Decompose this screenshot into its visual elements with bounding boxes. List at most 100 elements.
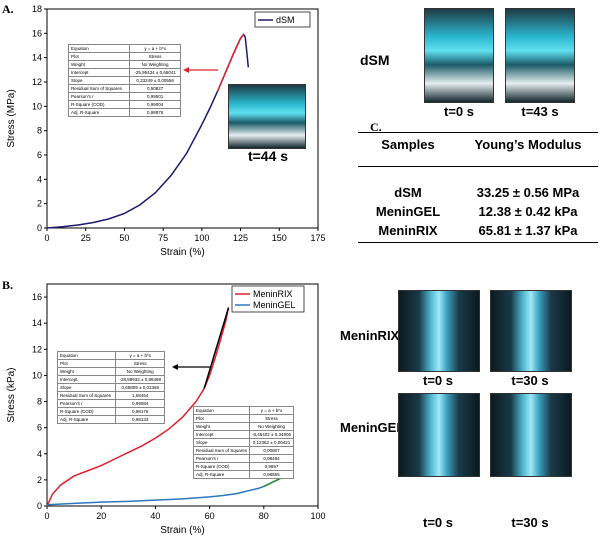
x-tick-label: 0: [44, 511, 49, 521]
fit-cell: y = a + b*x: [115, 351, 165, 360]
fit-cell: No Weighting: [115, 367, 165, 376]
fit-cell: Plot: [67, 52, 131, 61]
cell-modulus: 65.81 ± 1.37 kPa: [478, 223, 578, 238]
y-tick-label: 8: [37, 126, 42, 136]
fit-cell: y = a + b*x: [249, 406, 295, 415]
x-tick-label: 25: [81, 233, 91, 243]
fit-cell: Pearson's r: [192, 454, 251, 463]
panel-label-b: B.: [2, 278, 14, 292]
arrow-head: [183, 67, 189, 73]
y-tick-label: 16: [32, 292, 42, 302]
panel-label-a: A.: [2, 2, 14, 16]
fit-cell: Weight: [67, 60, 131, 69]
chart-b: 0 20 40 60 80 100 0 2 4 6 8 10 12 14 16 Strain (%) Stres…: [6, 283, 326, 536]
fit-cell: 0,98976: [129, 108, 181, 117]
y-tick-label: 14: [32, 318, 42, 328]
fit-cell: Weight: [56, 367, 117, 376]
y-tick-label: 4: [37, 449, 42, 459]
header-samples: Samples: [381, 137, 435, 152]
fit-line: [216, 34, 245, 93]
x-tick-label: 60: [205, 511, 215, 521]
label-meninrix: MeninRIX: [340, 328, 400, 343]
fit-line-meninrix: [203, 307, 230, 389]
fit-cell: Stress: [249, 414, 295, 423]
fit-row: Equation y = a + b*x: [67, 44, 181, 53]
fit-row: Intercept -28,88932 ± 0,86468: [56, 375, 165, 384]
x-axis-label: Strain (%): [160, 247, 204, 258]
y-tick-label: 4: [37, 174, 42, 184]
x-tick-label: 20: [96, 511, 106, 521]
fit-cell: No Weighting: [249, 422, 295, 431]
fit-row: Pearson's r 0,99501: [67, 92, 181, 101]
fit-row: Adj. R-Square 0,98855: [192, 470, 295, 479]
caption-inset-time: t=44 s: [247, 148, 289, 164]
fit-row: Pearson's r 0,99084: [56, 399, 165, 408]
modulus-table: Samples Young’s Modulus dSM 33.25 ± 0.56 …: [358, 132, 598, 243]
y-tick-label: 2: [37, 475, 42, 485]
fit-cell: 0,50827: [129, 84, 181, 93]
fit-cell: Adj. R-Square: [67, 108, 131, 117]
x-tick-label: 100: [310, 511, 325, 521]
photo-meninrix-t30: [490, 290, 572, 372]
plot-frame: [46, 283, 319, 507]
y-tick-label: 0: [37, 223, 42, 233]
fit-cell: 0,9897: [249, 462, 295, 471]
fit-cell: 0,98855: [249, 470, 295, 479]
fit-row: R-Square (COD) 0,98176: [56, 407, 165, 416]
photo-meninrix-t0: [398, 290, 480, 372]
fit-row: Residual Sum of Squares 0,00807: [192, 446, 295, 455]
y-tick-label: 6: [37, 423, 42, 433]
x-tick-label: 150: [272, 233, 287, 243]
fit-row: Residual Sum of Squares 1,68464: [56, 391, 165, 400]
photo-meningel-t0: [398, 393, 480, 477]
plot-frame: [46, 8, 319, 229]
y-axis-label: Stress (kPa): [6, 367, 17, 422]
fit-cell: Slope: [56, 383, 117, 392]
table-row: dSM 33.25 ± 0.56 MPa: [358, 185, 598, 204]
fit-cell: 1,68464: [115, 391, 165, 400]
fit-row: Plot Stress: [56, 359, 165, 368]
fit-row: Weight No Weighting: [192, 422, 295, 431]
x-tick-label: 40: [150, 511, 160, 521]
chart-a: 0 25 50 75 100 125 150 175 0 2 4 6 8 10 12 14 16 18 Strain…: [6, 4, 326, 258]
fit-row: Intercept -25,95434 ± 0,66041: [67, 68, 181, 77]
fit-row: Slope 0,33249 ± 0,00556: [67, 76, 181, 85]
cell-modulus: 33.25 ± 0.56 MPa: [476, 185, 580, 200]
caption-rix-t30: t=30 s: [511, 373, 549, 388]
fit-cell: Stress: [129, 52, 181, 61]
photo-meningel-t30: [490, 393, 572, 477]
x-tick-label: 125: [233, 233, 248, 243]
x-tick-label: 100: [194, 233, 209, 243]
y-tick-label: 12: [32, 77, 42, 87]
fit-row: Slope 0,12362 ± 0,00421: [192, 438, 295, 447]
fit-cell: 0,65809 ± 0,01368: [115, 383, 165, 392]
fit-cell: Pearson's r: [67, 92, 131, 101]
x-axis-label: Strain (%): [160, 525, 204, 536]
fit-cell: 0,99501: [129, 92, 181, 101]
fit-cell: R-Square (COD): [67, 100, 131, 109]
fit-table-a: Equation y = a + b*x Plot Stress Weight No We…: [67, 44, 181, 117]
fit-cell: Equation: [56, 351, 117, 360]
fit-cell: 0,99484: [249, 454, 295, 463]
arrow-head: [172, 364, 178, 370]
series-line-meninrix: [46, 307, 230, 507]
fit-row: Weight No Weighting: [67, 60, 181, 69]
fit-row: Equation y = a + b*x: [192, 406, 295, 415]
photo-dsm-t43: [505, 8, 575, 103]
fit-cell: No Weighting: [129, 60, 181, 69]
series-line-meningel: [46, 476, 284, 506]
photo-dsm-t0: [424, 8, 494, 103]
fit-cell: 0,99084: [115, 399, 165, 408]
fit-cell: Equation: [67, 44, 131, 53]
fit-row: Slope 0,65809 ± 0,01368: [56, 383, 165, 392]
fit-cell: Slope: [192, 438, 251, 447]
fit-row: Weight No Weighting: [56, 367, 165, 376]
photo-dsm-inset: [228, 84, 306, 149]
fit-cell: -8,45402 ± 0,34906: [249, 430, 295, 439]
panel-label-c: C.: [370, 120, 382, 134]
fit-row: Plot Stress: [192, 414, 295, 423]
legend-box: [254, 11, 311, 28]
fit-cell: 0,33249 ± 0,00556: [129, 76, 181, 85]
x-tick-label: 175: [310, 233, 325, 243]
fit-cell: Slope: [67, 76, 131, 85]
